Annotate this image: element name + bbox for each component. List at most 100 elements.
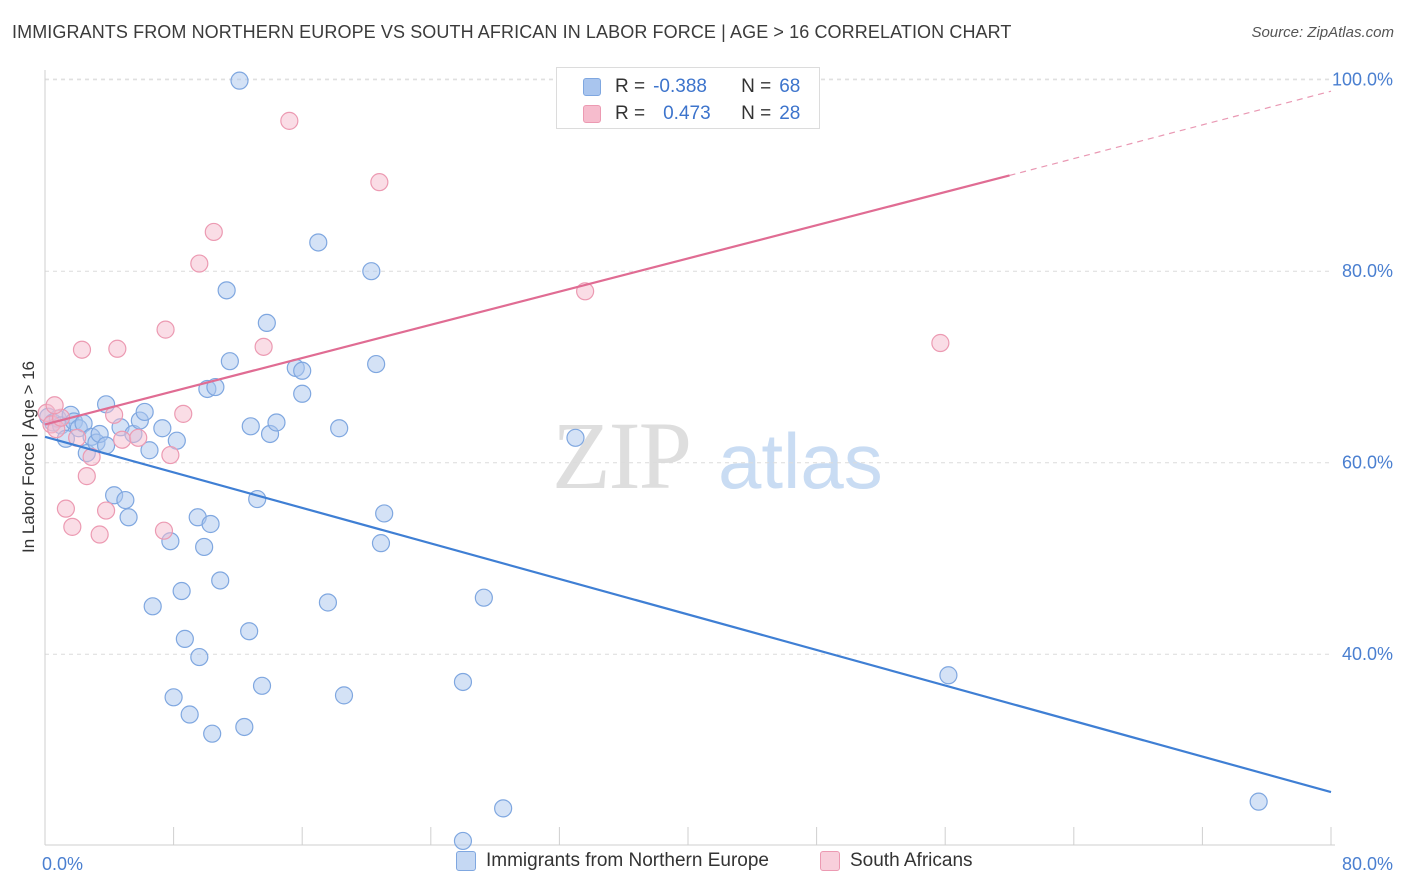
legend-label: Immigrants from Northern Europe xyxy=(486,850,769,871)
point-northern-europe xyxy=(217,281,236,300)
stats-swatch-northern-europe xyxy=(583,78,601,96)
point-south-africans xyxy=(161,445,180,465)
stats-row-south-africans: R = 0.473 N = 28 xyxy=(583,101,800,127)
point-northern-europe xyxy=(371,534,391,553)
legend-label: South Africans xyxy=(850,850,973,871)
point-northern-europe xyxy=(172,581,191,601)
point-south-africans xyxy=(56,499,75,518)
point-northern-europe xyxy=(367,354,386,374)
point-northern-europe xyxy=(375,504,394,523)
tick-labels: 40.0% 60.0% 80.0% 100.0% 0.0% 80.0% xyxy=(42,70,1393,874)
point-northern-europe xyxy=(201,514,220,534)
x-tick-label: 80.0% xyxy=(1342,854,1393,874)
trend-line-south-africans-extension xyxy=(1009,90,1332,177)
point-northern-europe xyxy=(203,724,222,743)
point-northern-europe xyxy=(330,419,349,438)
watermark-zip: ZIP xyxy=(552,402,690,509)
point-northern-europe xyxy=(334,686,354,705)
point-south-africans xyxy=(174,404,193,423)
point-northern-europe xyxy=(195,537,214,557)
point-south-africans xyxy=(113,430,132,449)
watermark: ZIP atlas xyxy=(552,402,883,509)
point-northern-europe xyxy=(453,831,473,851)
point-northern-europe xyxy=(494,799,513,818)
point-south-africans xyxy=(72,340,92,359)
point-northern-europe xyxy=(153,419,172,438)
point-northern-europe xyxy=(143,597,162,616)
point-northern-europe xyxy=(1249,792,1268,811)
point-northern-europe xyxy=(140,441,159,460)
data-points xyxy=(37,71,1268,851)
grid-lines xyxy=(45,78,1331,655)
point-south-africans xyxy=(370,173,389,192)
trend-line-northern-europe xyxy=(44,435,1332,794)
legend-swatch-south-africans xyxy=(820,851,840,871)
point-northern-europe xyxy=(362,262,381,281)
stats-row-northern-europe: R = -0.388 N = 68 xyxy=(583,74,800,100)
legend: Immigrants from Northern Europe South Af… xyxy=(0,850,1406,880)
point-northern-europe xyxy=(474,588,493,607)
point-south-africans xyxy=(254,337,273,356)
point-northern-europe xyxy=(119,508,138,527)
stats-n-value: 28 xyxy=(779,103,801,124)
point-northern-europe xyxy=(566,428,585,447)
point-northern-europe xyxy=(453,672,473,692)
source-label: Source: ZipAtlas.com xyxy=(1251,24,1394,41)
x-tick-label: 0.0% xyxy=(42,854,83,874)
point-south-africans xyxy=(154,521,174,540)
stats-n-label: N = xyxy=(741,76,772,97)
stats-r-label: R = xyxy=(615,76,646,97)
point-northern-europe xyxy=(220,352,239,371)
point-northern-europe xyxy=(318,593,338,612)
point-south-africans xyxy=(96,501,116,520)
point-northern-europe xyxy=(293,384,312,403)
point-northern-europe xyxy=(293,361,312,380)
point-northern-europe xyxy=(211,571,230,590)
point-northern-europe xyxy=(180,705,199,724)
legend-item-northern-europe[interactable]: Immigrants from Northern Europe xyxy=(456,850,769,872)
stats-swatch-south-africans xyxy=(583,105,601,123)
point-northern-europe xyxy=(257,313,276,333)
point-northern-europe xyxy=(267,413,286,432)
point-south-africans xyxy=(190,254,209,273)
stats-r-value: 0.473 xyxy=(663,103,711,124)
y-tick-label: 60.0% xyxy=(1342,453,1393,473)
trend-lines xyxy=(44,90,1332,794)
chart-title: IMMIGRANTS FROM NORTHERN EUROPE VS SOUTH… xyxy=(12,22,1012,42)
point-south-africans xyxy=(90,525,109,544)
y-axis-label: In Labor Force | Age > 16 xyxy=(19,361,38,553)
point-south-africans xyxy=(280,111,299,130)
y-tick-label: 80.0% xyxy=(1342,261,1393,281)
stats-r-value: -0.388 xyxy=(653,76,707,97)
y-tick-label: 40.0% xyxy=(1342,644,1393,664)
point-south-africans xyxy=(77,467,96,486)
point-northern-europe xyxy=(939,666,958,685)
point-northern-europe xyxy=(309,233,328,252)
point-south-africans xyxy=(45,396,64,415)
point-south-africans xyxy=(63,517,82,536)
point-south-africans xyxy=(204,222,223,242)
point-south-africans xyxy=(82,447,101,467)
point-northern-europe xyxy=(116,490,135,510)
watermark-atlas: atlas xyxy=(718,417,883,505)
legend-swatch-northern-europe xyxy=(456,851,476,871)
point-northern-europe xyxy=(164,688,183,707)
point-northern-europe xyxy=(135,402,154,422)
trend-line-south-africans xyxy=(44,174,1010,426)
point-northern-europe xyxy=(190,647,209,667)
axes xyxy=(44,70,1335,846)
point-northern-europe xyxy=(235,717,254,737)
stats-r-label: R = xyxy=(615,103,646,124)
point-south-africans xyxy=(931,333,950,353)
point-northern-europe xyxy=(252,676,272,695)
stats-n-value: 68 xyxy=(779,76,801,97)
legend-item-south-africans[interactable]: South Africans xyxy=(820,850,973,872)
point-south-africans xyxy=(129,428,148,447)
point-northern-europe xyxy=(206,377,225,397)
point-northern-europe xyxy=(241,417,260,436)
point-south-africans xyxy=(156,320,175,339)
stats-n-label: N = xyxy=(741,103,772,124)
point-northern-europe xyxy=(240,622,259,641)
point-south-africans xyxy=(108,339,127,358)
point-northern-europe xyxy=(175,629,194,648)
